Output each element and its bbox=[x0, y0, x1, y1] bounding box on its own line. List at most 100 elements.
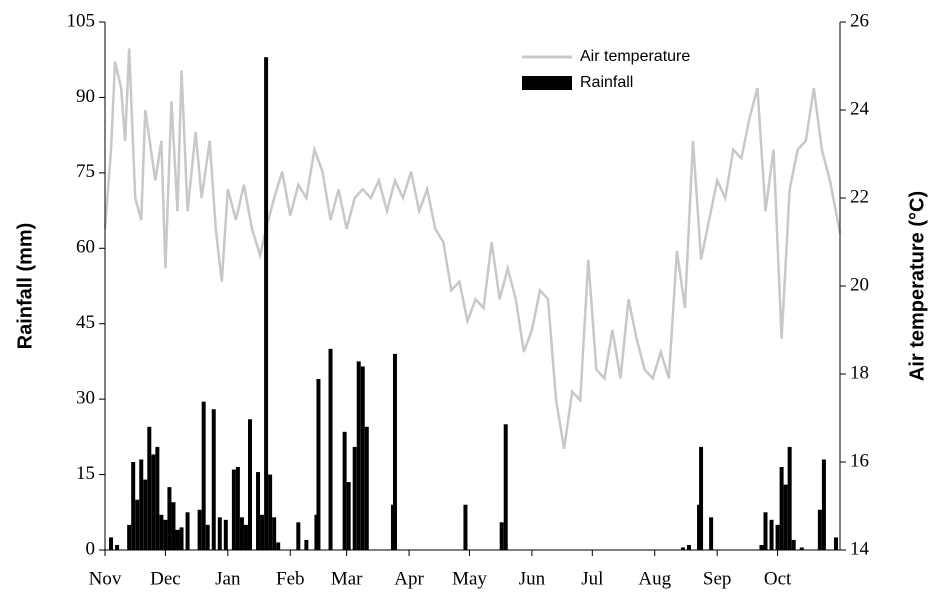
y-tick-label: 105 bbox=[67, 10, 96, 31]
rain-bar bbox=[783, 484, 788, 550]
rain-bar bbox=[211, 409, 216, 550]
rain-bar bbox=[356, 361, 361, 550]
x-tick-label: Jun bbox=[519, 568, 546, 589]
rain-bar bbox=[163, 519, 168, 550]
y2-tick-label: 24 bbox=[850, 98, 870, 119]
rain-bar bbox=[314, 514, 319, 550]
rain-bar bbox=[272, 517, 277, 550]
x-tick-label: Jul bbox=[581, 568, 603, 589]
rain-bar bbox=[352, 446, 357, 550]
rain-bar bbox=[779, 467, 784, 550]
rain-bar bbox=[109, 537, 114, 550]
y-tick-label: 45 bbox=[76, 312, 95, 333]
rain-bar bbox=[296, 522, 301, 550]
rain-bar bbox=[821, 459, 826, 550]
y-tick-label: 75 bbox=[76, 161, 95, 182]
y2-tick-label: 18 bbox=[850, 362, 869, 383]
x-tick-label: Apr bbox=[394, 568, 424, 589]
rain-bar bbox=[217, 517, 222, 550]
x-tick-label: Jan bbox=[215, 568, 241, 589]
rain-bar bbox=[759, 544, 764, 550]
rain-bar bbox=[364, 426, 369, 550]
temperature-line bbox=[103, 48, 842, 450]
rain-bar bbox=[276, 542, 281, 550]
rain-bar bbox=[185, 512, 190, 550]
x-tick-label: Aug bbox=[638, 568, 671, 589]
rain-bar bbox=[179, 527, 184, 550]
rain-bar bbox=[143, 479, 148, 550]
rain-bar bbox=[769, 519, 774, 550]
rain-bar bbox=[775, 524, 780, 550]
y-axis-label: Rainfall (mm) bbox=[14, 223, 36, 350]
rain-bar bbox=[392, 353, 397, 550]
y-tick-label: 60 bbox=[76, 237, 95, 258]
y-tick-label: 0 bbox=[86, 538, 96, 559]
rain-bar bbox=[709, 517, 714, 550]
rain-bar bbox=[205, 524, 210, 550]
x-tick-label: Feb bbox=[276, 568, 305, 589]
y-tick-label: 90 bbox=[76, 86, 95, 107]
y2-tick-label: 22 bbox=[850, 186, 869, 207]
rain-bar bbox=[499, 522, 504, 550]
y2-tick-label: 20 bbox=[850, 274, 869, 295]
legend-label: Air temperature bbox=[580, 48, 690, 65]
rain-bar bbox=[686, 544, 691, 550]
y2-tick-label: 26 bbox=[850, 10, 869, 31]
rain-bar bbox=[159, 514, 164, 550]
rain-bar bbox=[463, 504, 468, 550]
x-tick-label: Sep bbox=[703, 568, 732, 589]
x-tick-label: Dec bbox=[150, 568, 181, 589]
rain-bar bbox=[243, 524, 248, 550]
legend-label: Rainfall bbox=[580, 74, 633, 91]
rain-bar bbox=[155, 446, 160, 550]
rain-bar bbox=[201, 401, 206, 550]
y-tick-label: 15 bbox=[76, 463, 95, 484]
rain-bar bbox=[799, 547, 804, 550]
y2-tick-label: 14 bbox=[850, 538, 870, 559]
rain-bar bbox=[699, 446, 704, 550]
rain-bar bbox=[139, 459, 144, 550]
rain-bar bbox=[260, 514, 265, 550]
legend-swatch bbox=[522, 76, 572, 90]
rain-bar bbox=[833, 537, 838, 550]
x-tick-label: Oct bbox=[764, 568, 792, 589]
rain-bar bbox=[147, 426, 152, 550]
rain-bar bbox=[503, 424, 508, 550]
rain-bar bbox=[817, 509, 822, 550]
rain-bar bbox=[175, 529, 180, 550]
rain-bar bbox=[256, 472, 261, 550]
rain-bar bbox=[346, 482, 351, 550]
rain-bar bbox=[223, 519, 228, 550]
rain-bar bbox=[304, 539, 309, 550]
rain-bar bbox=[231, 469, 236, 550]
rain-bar bbox=[360, 366, 365, 550]
y2-axis-label: Air temperature (°C) bbox=[906, 191, 928, 381]
rain-bar bbox=[131, 462, 136, 550]
rain-bar bbox=[342, 431, 347, 550]
rain-bar bbox=[115, 544, 120, 550]
rain-bar bbox=[171, 502, 176, 550]
y-tick-label: 30 bbox=[76, 388, 95, 409]
rain-bar bbox=[235, 467, 240, 550]
y2-tick-label: 16 bbox=[850, 450, 869, 471]
x-tick-label: Nov bbox=[89, 568, 122, 589]
rain-bar bbox=[127, 524, 132, 550]
rain-bar bbox=[268, 474, 273, 550]
rain-bar bbox=[151, 454, 156, 550]
rain-bar bbox=[328, 348, 333, 550]
rain-bar bbox=[135, 499, 140, 550]
rain-bar bbox=[787, 446, 792, 550]
rain-bar bbox=[239, 517, 244, 550]
x-tick-label: May bbox=[452, 568, 487, 589]
rain-bar bbox=[390, 504, 395, 550]
rain-bar bbox=[791, 539, 796, 550]
rain-bar bbox=[264, 57, 269, 550]
rain-bar bbox=[247, 419, 252, 550]
rain-bar bbox=[197, 509, 202, 550]
rain-bar bbox=[763, 512, 768, 550]
rain-bar bbox=[167, 487, 172, 550]
rain-bar bbox=[697, 504, 702, 550]
rain-bar bbox=[680, 547, 685, 550]
